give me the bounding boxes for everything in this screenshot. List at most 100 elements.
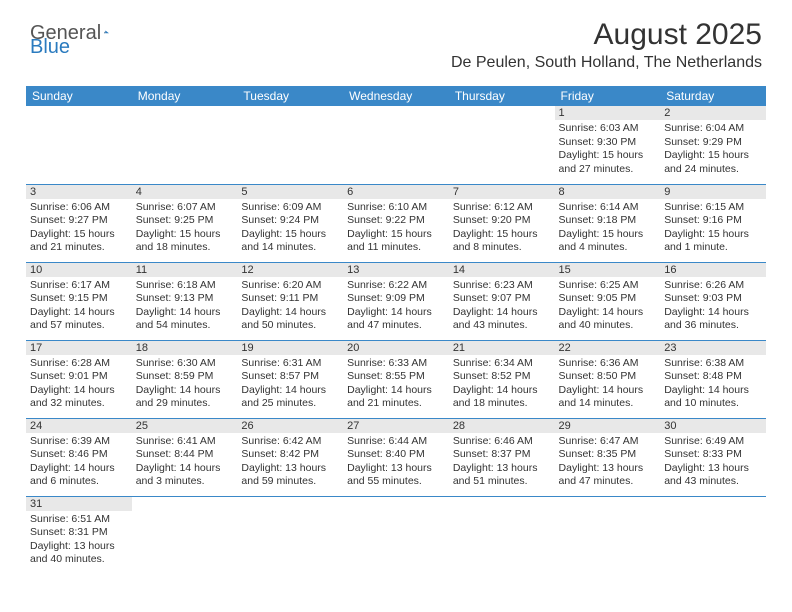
weekday-header: Monday (132, 86, 238, 106)
day-details: Sunrise: 6:39 AMSunset: 8:46 PMDaylight:… (26, 433, 132, 494)
calendar-cell: 25Sunrise: 6:41 AMSunset: 8:44 PMDayligh… (132, 418, 238, 496)
calendar-cell: 26Sunrise: 6:42 AMSunset: 8:42 PMDayligh… (237, 418, 343, 496)
weekday-header: Thursday (449, 86, 555, 106)
calendar-week-row: 24Sunrise: 6:39 AMSunset: 8:46 PMDayligh… (26, 418, 766, 496)
day-details: Sunrise: 6:30 AMSunset: 8:59 PMDaylight:… (132, 355, 238, 416)
day-details: Sunrise: 6:22 AMSunset: 9:09 PMDaylight:… (343, 277, 449, 338)
weekday-header-row: Sunday Monday Tuesday Wednesday Thursday… (26, 86, 766, 106)
calendar-cell: 1Sunrise: 6:03 AMSunset: 9:30 PMDaylight… (555, 106, 661, 184)
day-number: 26 (237, 419, 343, 433)
day-details: Sunrise: 6:25 AMSunset: 9:05 PMDaylight:… (555, 277, 661, 338)
day-number: 3 (26, 185, 132, 199)
day-details: Sunrise: 6:07 AMSunset: 9:25 PMDaylight:… (132, 199, 238, 260)
calendar-cell: 20Sunrise: 6:33 AMSunset: 8:55 PMDayligh… (343, 340, 449, 418)
calendar-cell: 10Sunrise: 6:17 AMSunset: 9:15 PMDayligh… (26, 262, 132, 340)
day-number: 23 (660, 341, 766, 355)
day-number: 28 (449, 419, 555, 433)
day-number: 17 (26, 341, 132, 355)
day-number: 6 (343, 185, 449, 199)
day-details: Sunrise: 6:31 AMSunset: 8:57 PMDaylight:… (237, 355, 343, 416)
weekday-header: Tuesday (237, 86, 343, 106)
calendar-cell: 23Sunrise: 6:38 AMSunset: 8:48 PMDayligh… (660, 340, 766, 418)
day-number: 2 (660, 106, 766, 120)
day-details: Sunrise: 6:49 AMSunset: 8:33 PMDaylight:… (660, 433, 766, 494)
day-number: 31 (26, 497, 132, 511)
day-number: 9 (660, 185, 766, 199)
calendar-cell (660, 496, 766, 574)
calendar-cell: 28Sunrise: 6:46 AMSunset: 8:37 PMDayligh… (449, 418, 555, 496)
calendar-cell: 21Sunrise: 6:34 AMSunset: 8:52 PMDayligh… (449, 340, 555, 418)
month-title: August 2025 (451, 18, 762, 52)
day-details: Sunrise: 6:14 AMSunset: 9:18 PMDaylight:… (555, 199, 661, 260)
day-details: Sunrise: 6:23 AMSunset: 9:07 PMDaylight:… (449, 277, 555, 338)
day-details: Sunrise: 6:47 AMSunset: 8:35 PMDaylight:… (555, 433, 661, 494)
day-details: Sunrise: 6:36 AMSunset: 8:50 PMDaylight:… (555, 355, 661, 416)
day-details: Sunrise: 6:06 AMSunset: 9:27 PMDaylight:… (26, 199, 132, 260)
weekday-header: Saturday (660, 86, 766, 106)
day-details: Sunrise: 6:17 AMSunset: 9:15 PMDaylight:… (26, 277, 132, 338)
calendar-cell (343, 106, 449, 184)
day-details: Sunrise: 6:42 AMSunset: 8:42 PMDaylight:… (237, 433, 343, 494)
day-number: 27 (343, 419, 449, 433)
calendar-cell: 13Sunrise: 6:22 AMSunset: 9:09 PMDayligh… (343, 262, 449, 340)
day-number: 24 (26, 419, 132, 433)
calendar-cell: 3Sunrise: 6:06 AMSunset: 9:27 PMDaylight… (26, 184, 132, 262)
day-number: 21 (449, 341, 555, 355)
day-number: 29 (555, 419, 661, 433)
day-details: Sunrise: 6:38 AMSunset: 8:48 PMDaylight:… (660, 355, 766, 416)
day-number: 10 (26, 263, 132, 277)
calendar-cell: 4Sunrise: 6:07 AMSunset: 9:25 PMDaylight… (132, 184, 238, 262)
day-details: Sunrise: 6:03 AMSunset: 9:30 PMDaylight:… (555, 120, 661, 181)
day-number: 13 (343, 263, 449, 277)
calendar-cell: 22Sunrise: 6:36 AMSunset: 8:50 PMDayligh… (555, 340, 661, 418)
day-details: Sunrise: 6:20 AMSunset: 9:11 PMDaylight:… (237, 277, 343, 338)
day-number: 14 (449, 263, 555, 277)
calendar-cell (132, 106, 238, 184)
calendar-cell: 14Sunrise: 6:23 AMSunset: 9:07 PMDayligh… (449, 262, 555, 340)
day-details: Sunrise: 6:44 AMSunset: 8:40 PMDaylight:… (343, 433, 449, 494)
calendar-cell: 11Sunrise: 6:18 AMSunset: 9:13 PMDayligh… (132, 262, 238, 340)
day-details: Sunrise: 6:12 AMSunset: 9:20 PMDaylight:… (449, 199, 555, 260)
calendar-cell: 16Sunrise: 6:26 AMSunset: 9:03 PMDayligh… (660, 262, 766, 340)
calendar-week-row: 31Sunrise: 6:51 AMSunset: 8:31 PMDayligh… (26, 496, 766, 574)
day-number: 4 (132, 185, 238, 199)
weekday-header: Sunday (26, 86, 132, 106)
calendar-cell (237, 496, 343, 574)
day-details: Sunrise: 6:04 AMSunset: 9:29 PMDaylight:… (660, 120, 766, 181)
calendar-cell: 12Sunrise: 6:20 AMSunset: 9:11 PMDayligh… (237, 262, 343, 340)
day-number: 5 (237, 185, 343, 199)
calendar-cell (132, 496, 238, 574)
header: General August 2025 De Peulen, South Hol… (0, 0, 792, 80)
weekday-header: Friday (555, 86, 661, 106)
calendar-cell: 18Sunrise: 6:30 AMSunset: 8:59 PMDayligh… (132, 340, 238, 418)
calendar-week-row: 3Sunrise: 6:06 AMSunset: 9:27 PMDaylight… (26, 184, 766, 262)
weekday-header: Wednesday (343, 86, 449, 106)
calendar-cell: 17Sunrise: 6:28 AMSunset: 9:01 PMDayligh… (26, 340, 132, 418)
calendar-cell: 15Sunrise: 6:25 AMSunset: 9:05 PMDayligh… (555, 262, 661, 340)
day-number: 1 (555, 106, 661, 120)
location: De Peulen, South Holland, The Netherland… (451, 54, 762, 72)
calendar-cell (26, 106, 132, 184)
day-details: Sunrise: 6:09 AMSunset: 9:24 PMDaylight:… (237, 199, 343, 260)
title-block: August 2025 De Peulen, South Holland, Th… (451, 18, 762, 72)
calendar-cell: 6Sunrise: 6:10 AMSunset: 9:22 PMDaylight… (343, 184, 449, 262)
calendar-cell: 9Sunrise: 6:15 AMSunset: 9:16 PMDaylight… (660, 184, 766, 262)
day-details: Sunrise: 6:28 AMSunset: 9:01 PMDaylight:… (26, 355, 132, 416)
calendar-week-row: 10Sunrise: 6:17 AMSunset: 9:15 PMDayligh… (26, 262, 766, 340)
day-details: Sunrise: 6:26 AMSunset: 9:03 PMDaylight:… (660, 277, 766, 338)
day-number: 7 (449, 185, 555, 199)
calendar-cell (237, 106, 343, 184)
calendar-cell: 29Sunrise: 6:47 AMSunset: 8:35 PMDayligh… (555, 418, 661, 496)
calendar-cell (449, 496, 555, 574)
calendar-table: Sunday Monday Tuesday Wednesday Thursday… (26, 86, 766, 574)
calendar-cell: 5Sunrise: 6:09 AMSunset: 9:24 PMDaylight… (237, 184, 343, 262)
calendar-cell: 27Sunrise: 6:44 AMSunset: 8:40 PMDayligh… (343, 418, 449, 496)
calendar-cell: 19Sunrise: 6:31 AMSunset: 8:57 PMDayligh… (237, 340, 343, 418)
day-details: Sunrise: 6:34 AMSunset: 8:52 PMDaylight:… (449, 355, 555, 416)
day-details: Sunrise: 6:51 AMSunset: 8:31 PMDaylight:… (26, 511, 132, 572)
logo-text-blue: Blue (30, 36, 70, 58)
calendar-cell (343, 496, 449, 574)
day-number: 30 (660, 419, 766, 433)
day-number: 12 (237, 263, 343, 277)
day-number: 19 (237, 341, 343, 355)
